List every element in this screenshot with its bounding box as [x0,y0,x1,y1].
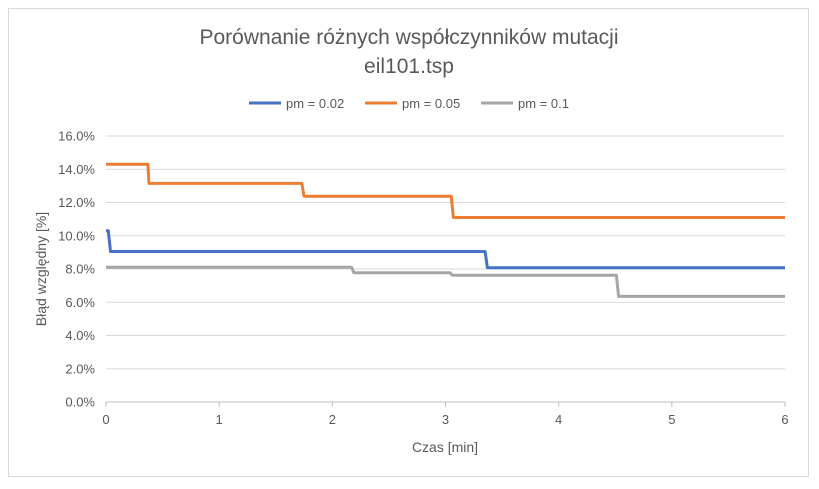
y-axis-ticks: 0.0% 2.0% 4.0% 6.0% 8.0% 10.0% 12.0% 14.0% 16.0% [58,129,95,410]
y-tick-label: 6.0% [65,295,95,310]
chart-frame [8,8,809,477]
chart-subtitle: eil101.tsp [364,55,454,78]
y-axis-title: Błąd względny [%] [33,212,49,326]
y-tick-label: 4.0% [65,328,95,343]
y-tick-label: 16.0% [58,129,95,144]
y-tick-label: 14.0% [58,162,95,177]
legend-label-1: pm = 0.02 [286,96,344,111]
x-tick-label: 6 [781,412,788,427]
series-lines [106,162,785,298]
x-tick-label: 4 [555,412,562,427]
series-line-2 [106,162,785,219]
x-tick-label: 0 [102,412,109,427]
series-line-3 [106,265,785,298]
x-tick-label: 3 [442,412,449,427]
x-tick-label: 2 [329,412,336,427]
x-axis-title: Czas [min] [412,439,478,455]
y-tick-label: 0.0% [65,395,95,410]
y-tick-label: 12.0% [58,195,95,210]
y-tick-label: 10.0% [58,228,95,243]
x-tick-label: 1 [216,412,223,427]
y-tick-label: 2.0% [65,361,95,376]
x-tick-label: 5 [668,412,675,427]
chart-title: Porównanie różnych współczynników mutacj… [199,26,618,49]
y-tick-label: 8.0% [65,262,95,277]
x-axis-ticks: 0 1 2 3 4 5 6 [102,402,789,427]
legend-label-2: pm = 0.05 [402,96,460,111]
legend: pm = 0.02 pm = 0.05 pm = 0.1 [249,96,569,111]
series-line-1 [106,229,785,270]
legend-label-3: pm = 0.1 [518,96,569,111]
